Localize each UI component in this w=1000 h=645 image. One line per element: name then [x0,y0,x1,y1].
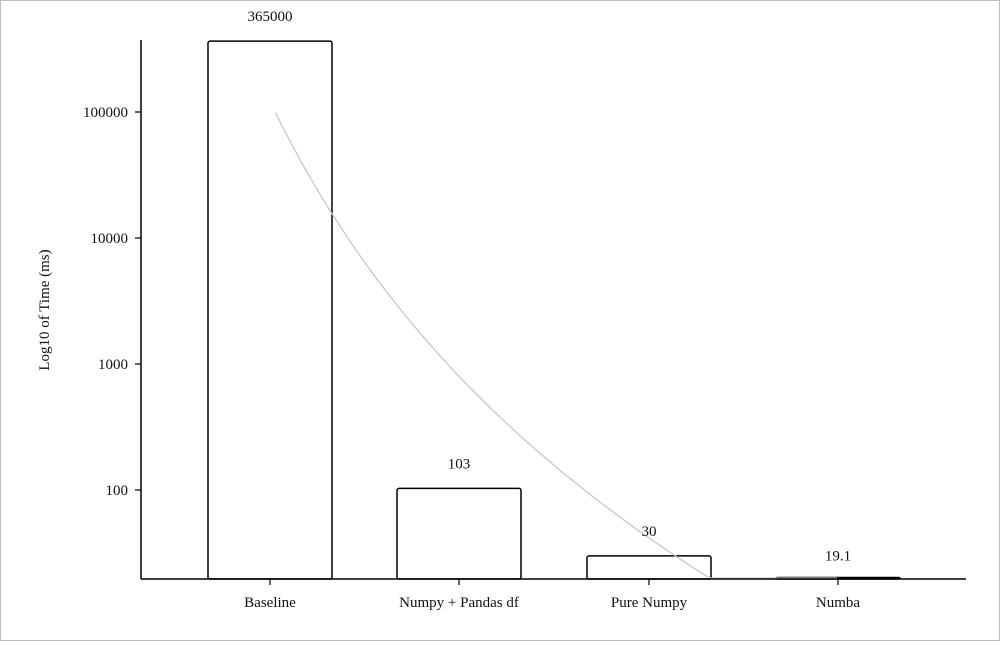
trendline [275,112,837,579]
data-label: 365000 [248,9,293,25]
ticks-layer: 100 1000 10000 100000 Baseline Numpy + Pandas… [83,105,860,611]
x-category-label: Numpy + Pandas df [399,595,519,611]
y-tick-label: 100000 [83,105,128,121]
bars-layer [207,40,901,580]
trendline-layer [275,112,837,579]
x-category-label: Baseline [244,595,296,611]
data-label: 19.1 [825,549,851,565]
y-tick-label: 1000 [98,357,128,373]
axes-layer [140,40,966,580]
y-axis-title: Log10 of Time (ms) [37,249,53,370]
x-category-label: Numba [816,595,861,611]
bar-numpy-pandas-df [396,487,522,580]
y-tick-label: 100 [106,483,129,499]
bar-baseline [207,40,333,580]
data-label: 103 [448,456,471,472]
labels-layer: 365000 103 30 19.1 [248,9,852,564]
y-tick-label: 10000 [91,231,129,247]
x-category-label: Pure Numpy [611,595,688,611]
data-label: 30 [642,524,657,540]
